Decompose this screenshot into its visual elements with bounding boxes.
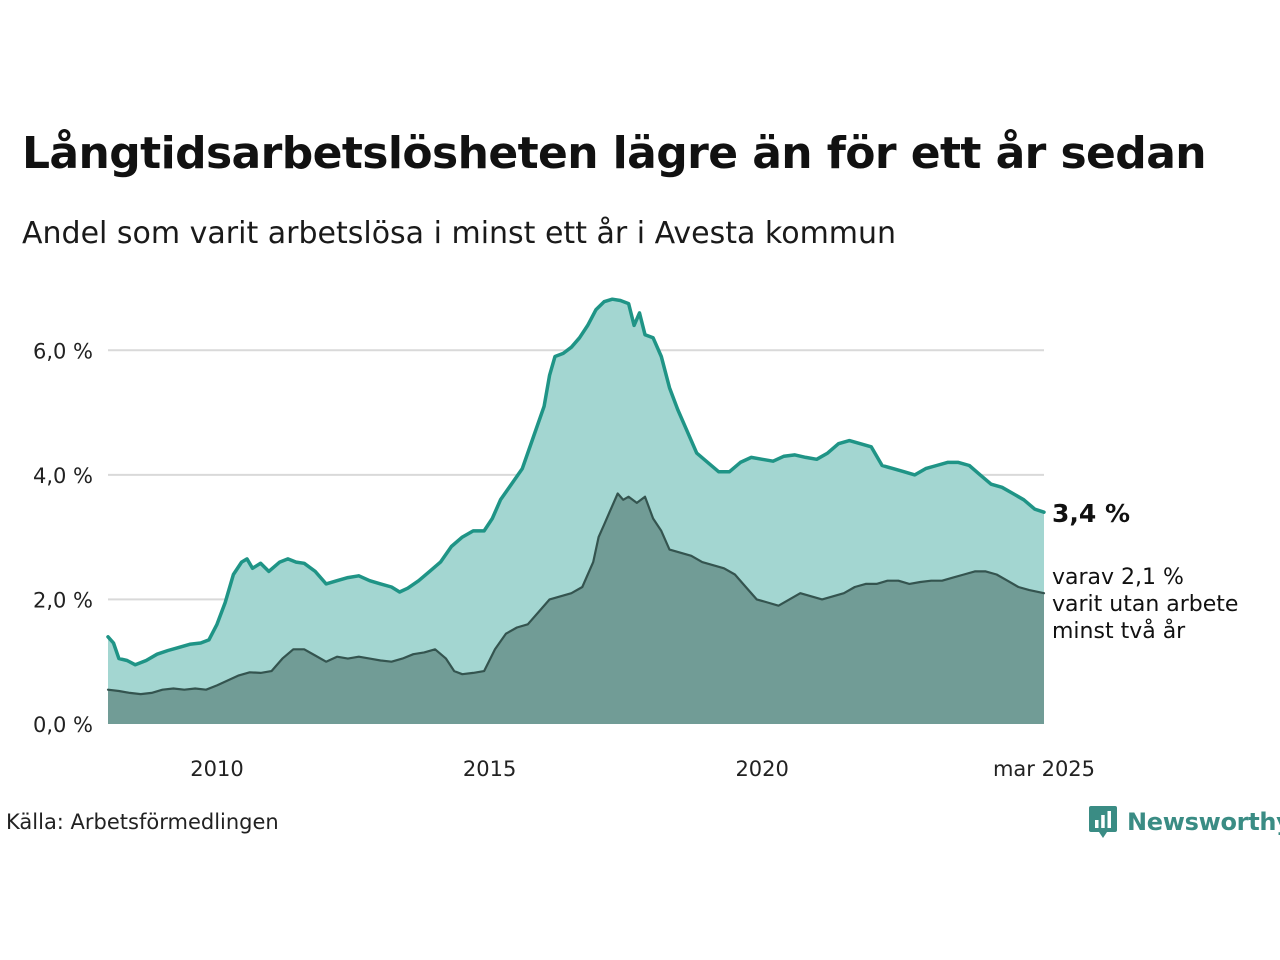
sub-annotation-line-2: varit utan arbete	[1052, 592, 1238, 617]
y-axis: 0,0 % 2,0 % 4,0 % 6,0 %	[33, 339, 93, 737]
y-tick-label: 0,0 %	[33, 713, 93, 737]
sub-annotation-line-1: varav 2,1 %	[1052, 565, 1184, 590]
end-value-label: 3,4 %	[1052, 499, 1130, 528]
y-tick-label: 4,0 %	[33, 464, 93, 488]
x-axis: 2010 2015 2020 mar 2025	[190, 757, 1095, 781]
x-tick-label: 2020	[735, 757, 788, 781]
brand-logo[interactable]: Newsworthy	[1088, 803, 1280, 841]
y-tick-label: 2,0 %	[33, 588, 93, 612]
end-annotations: 3,4 % varav 2,1 % varit utan arbete mins…	[1052, 499, 1238, 644]
source-note: Källa: Arbetsförmedlingen	[6, 810, 279, 834]
chart-subtitle: Andel som varit arbetslösa i minst ett å…	[22, 216, 897, 251]
series-areas	[108, 299, 1044, 724]
line-two-years	[106, 492, 1046, 696]
x-tick-label: 2010	[190, 757, 243, 781]
x-tick-label: 2015	[463, 757, 516, 781]
sub-annotation-line-3: minst två år	[1052, 618, 1186, 644]
area-two-years	[108, 493, 1044, 724]
x-tick-label: mar 2025	[993, 757, 1095, 781]
line-total	[106, 297, 1046, 667]
newsworthy-logo-icon	[1089, 806, 1117, 838]
y-tick-label: 6,0 %	[33, 339, 93, 363]
brand-name: Newsworthy	[1127, 808, 1280, 836]
chart-title: Långtidsarbetslösheten lägre än för ett …	[22, 128, 1207, 179]
series-lines	[106, 297, 1046, 696]
